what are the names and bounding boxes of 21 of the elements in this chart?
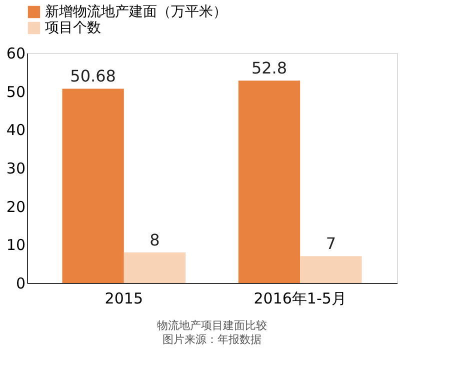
y-tick-label: 40: [6, 121, 26, 140]
legend-label: 新增物流地产建面（万平米）: [45, 4, 227, 20]
y-tick-label: 50: [6, 82, 26, 101]
y-tick-label: 0: [16, 274, 26, 292]
y-tick-label: 30: [6, 160, 26, 178]
data-label: 52.8: [251, 58, 288, 78]
y-tick-label: 60: [6, 44, 26, 62]
y-tick-label: 10: [6, 236, 26, 254]
bar: [300, 256, 362, 283]
x-tick-label: 2016年1-5月: [254, 290, 346, 308]
bar: [62, 88, 124, 283]
text: 物流地产项目建面比较: [157, 319, 267, 332]
y-tick-label: 20: [6, 198, 26, 216]
bar: [238, 80, 300, 283]
legend-label: 项目个数: [45, 20, 101, 36]
bar: [124, 252, 186, 283]
x-tick-label: 2015: [104, 290, 143, 308]
text: 图片来源：年报数据: [162, 333, 262, 346]
data-label: 50.68: [70, 66, 116, 86]
data-label: 8: [150, 230, 160, 250]
data-label: 7: [326, 234, 336, 254]
